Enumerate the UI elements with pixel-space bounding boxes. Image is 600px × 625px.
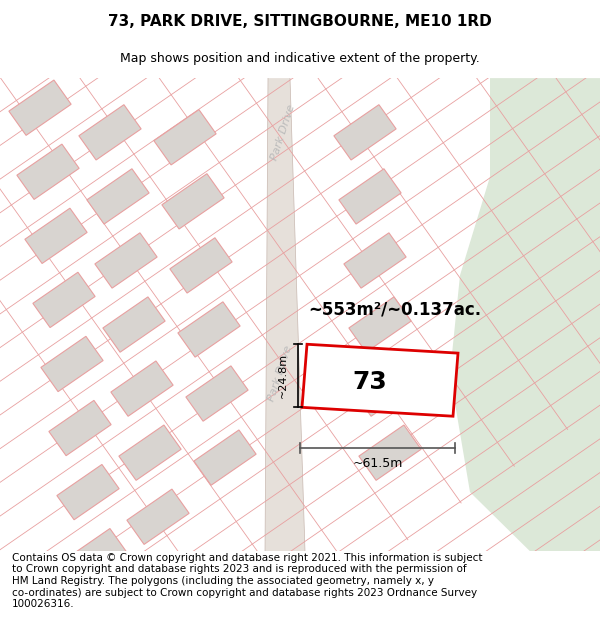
Polygon shape xyxy=(359,425,421,481)
Polygon shape xyxy=(25,208,87,264)
Polygon shape xyxy=(95,233,157,288)
Text: Map shows position and indicative extent of the property.: Map shows position and indicative extent… xyxy=(120,52,480,65)
Polygon shape xyxy=(186,366,248,421)
Polygon shape xyxy=(49,401,111,456)
Text: 73: 73 xyxy=(353,370,388,394)
Text: Park Drive: Park Drive xyxy=(269,103,297,161)
Polygon shape xyxy=(119,425,181,481)
Text: ~24.8m: ~24.8m xyxy=(278,353,288,398)
Polygon shape xyxy=(17,144,79,199)
Text: ~61.5m: ~61.5m xyxy=(352,457,403,470)
Polygon shape xyxy=(65,529,127,584)
Polygon shape xyxy=(265,78,305,551)
Text: ~553m²/~0.137ac.: ~553m²/~0.137ac. xyxy=(308,301,482,319)
Polygon shape xyxy=(87,169,149,224)
Polygon shape xyxy=(344,233,406,288)
Polygon shape xyxy=(154,109,216,165)
Polygon shape xyxy=(450,78,600,551)
Polygon shape xyxy=(354,361,416,416)
Polygon shape xyxy=(33,272,95,328)
Polygon shape xyxy=(339,169,401,224)
Polygon shape xyxy=(79,104,141,160)
Polygon shape xyxy=(178,302,240,357)
Polygon shape xyxy=(349,297,411,352)
Polygon shape xyxy=(41,336,103,392)
Polygon shape xyxy=(57,464,119,520)
Text: 73, PARK DRIVE, SITTINGBOURNE, ME10 1RD: 73, PARK DRIVE, SITTINGBOURNE, ME10 1RD xyxy=(108,14,492,29)
Polygon shape xyxy=(127,489,189,544)
Text: Park Drive: Park Drive xyxy=(266,344,294,403)
Polygon shape xyxy=(170,238,232,293)
Polygon shape xyxy=(334,104,396,160)
Polygon shape xyxy=(162,174,224,229)
Polygon shape xyxy=(9,80,71,136)
Polygon shape xyxy=(111,361,173,416)
Polygon shape xyxy=(194,430,256,485)
Polygon shape xyxy=(302,344,458,416)
Text: Contains OS data © Crown copyright and database right 2021. This information is : Contains OS data © Crown copyright and d… xyxy=(12,552,482,609)
Polygon shape xyxy=(103,297,165,352)
